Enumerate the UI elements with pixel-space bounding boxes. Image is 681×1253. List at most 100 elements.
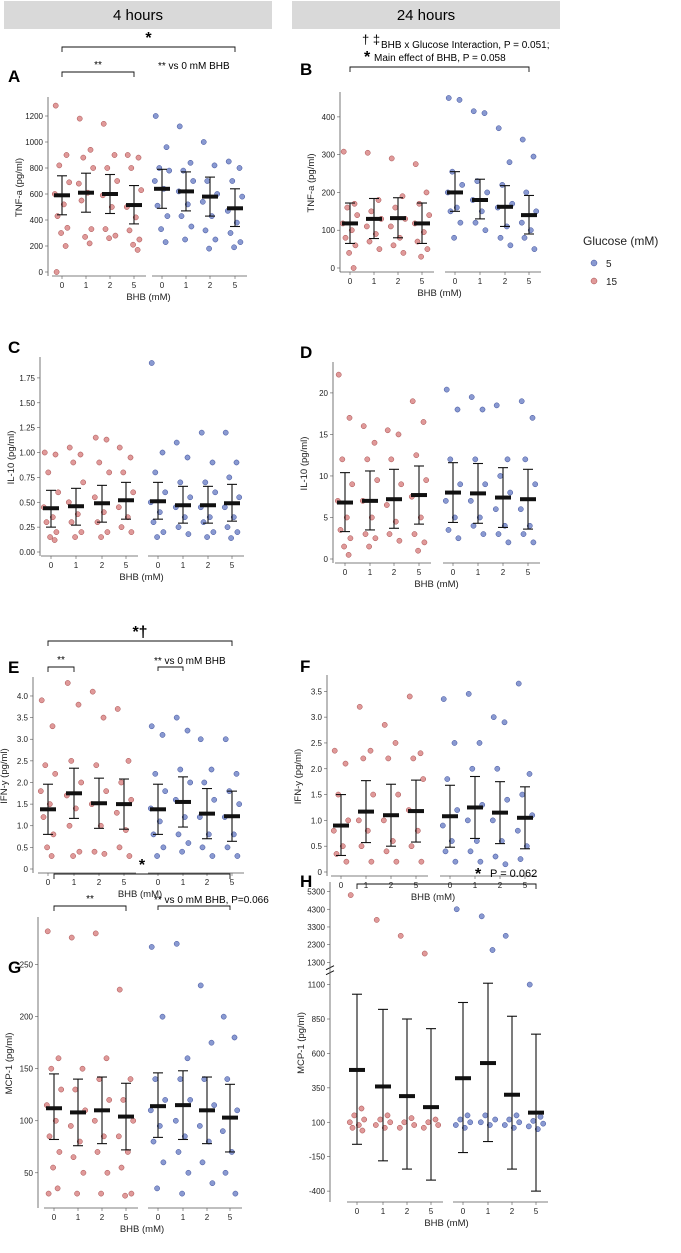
x-tick-label: 0 [448,881,453,890]
data-point [66,822,73,829]
x-tick-label: 0 [355,1207,360,1216]
data-point [177,1076,184,1082]
data-point [504,796,511,803]
data-point [76,848,83,855]
data-point [196,1123,203,1129]
data-point [516,1119,523,1126]
data-point [340,148,347,155]
data-point [501,1122,508,1128]
y-tick-label: 1100 [308,981,326,990]
x-tick-label: 1 [72,878,77,887]
annotation-text: ** vs 0 mM BHB, P=0.066 [154,895,269,906]
data-point [96,459,103,466]
data-point [202,227,209,234]
data-point [222,736,229,743]
data-point [128,529,135,535]
x-axis-title: BHB (mM) [119,572,163,583]
data-point [164,213,171,219]
data-point [521,234,528,241]
x-tick-label: 1 [184,281,189,290]
y-tick-label: 600 [30,190,44,199]
y-tick-label: 3.0 [311,713,323,722]
x-tick-label: 5 [233,281,238,290]
y-tick-label: 4.0 [17,692,29,701]
annotation-interaction: BHB x Glucose Interaction, P = 0.051; [381,40,550,51]
data-point [177,479,184,486]
data-point [43,519,50,526]
data-point [130,1117,137,1124]
data-point [199,844,206,851]
data-point [160,529,167,535]
y-tick-label: 50 [24,1169,33,1178]
data-point [492,1116,499,1123]
data-point [364,149,371,156]
data-point [40,814,47,820]
data-point [416,200,423,207]
panel-d: D 0 5 10 15 20 IL-10 (pg/ml) 0 1 2 5 0 1 2 5 BHB (mM) [299,343,540,590]
y-tick-label: 200 [30,242,44,251]
data-point [454,807,461,813]
y-tick-label: 0.00 [19,548,35,557]
data-point [148,944,155,950]
data-point [439,822,446,829]
x-tick-label: 2 [392,568,397,577]
data-point [209,1180,216,1187]
data-point [343,858,350,865]
x-tick-label: 0 [156,561,161,570]
legend-label-15: 15 [606,277,618,288]
data-point [45,1190,52,1197]
x-tick-label: 1 [476,568,481,577]
data-point [56,1149,63,1155]
data-point [154,534,160,540]
data-point [72,534,78,540]
dagger-symbols: † ‡ [362,32,380,47]
x-tick-label: 5 [228,1213,233,1222]
header-box-24h [292,1,560,29]
significance-star: * [475,866,482,883]
y-tick-label: 2.0 [311,765,323,774]
data-point [465,691,472,697]
data-point [135,154,142,161]
data-point [417,750,424,757]
significance-bracket [61,71,135,77]
panel-letter-e: E [8,658,19,677]
data-point [179,848,185,855]
data-point [162,788,169,794]
x-tick-label: 2 [510,1207,515,1216]
data-point [177,766,184,773]
y-tick-label: 100 [20,1117,34,1126]
data-point [233,459,240,466]
data-point [106,469,113,476]
data-point [55,1055,62,1062]
x-axis-title: BHB (mM) [414,579,458,590]
data-point [537,1113,544,1120]
x-tick-label: 0 [156,878,161,887]
data-point [98,1190,104,1197]
data-point [65,499,72,506]
x-tick-label: 1 [181,1213,186,1222]
data-point [426,212,433,218]
legend-swatch-15 [590,277,598,285]
data-point [234,1107,241,1114]
data-point [476,740,483,746]
data-point [62,243,69,249]
data-point [473,838,480,844]
x-tick-label: 2 [498,881,503,890]
x-tick-label: 2 [205,878,210,887]
data-point [68,519,75,526]
data-point [152,469,159,476]
data-point [330,827,337,834]
data-point [467,848,474,855]
data-point [211,796,218,803]
y-tick-label: 1.75 [19,374,35,383]
data-point [126,853,133,859]
data-point [98,534,104,540]
data-point [232,1190,239,1197]
data-point [90,165,97,171]
data-point [397,932,404,939]
data-point [349,481,356,488]
y-tick-label: 3.5 [17,714,29,723]
data-point [395,791,402,798]
data-point [175,1149,182,1155]
y-tick-label: 0 [39,268,44,277]
